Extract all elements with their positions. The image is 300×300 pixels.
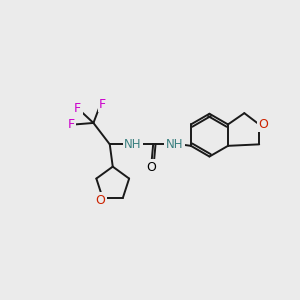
Text: F: F	[74, 103, 81, 116]
Text: NH: NH	[124, 138, 142, 151]
Text: F: F	[99, 98, 106, 111]
Text: O: O	[147, 161, 157, 174]
Text: O: O	[258, 118, 268, 131]
Text: O: O	[95, 194, 105, 207]
Text: F: F	[68, 118, 75, 131]
Text: NH: NH	[166, 138, 183, 151]
